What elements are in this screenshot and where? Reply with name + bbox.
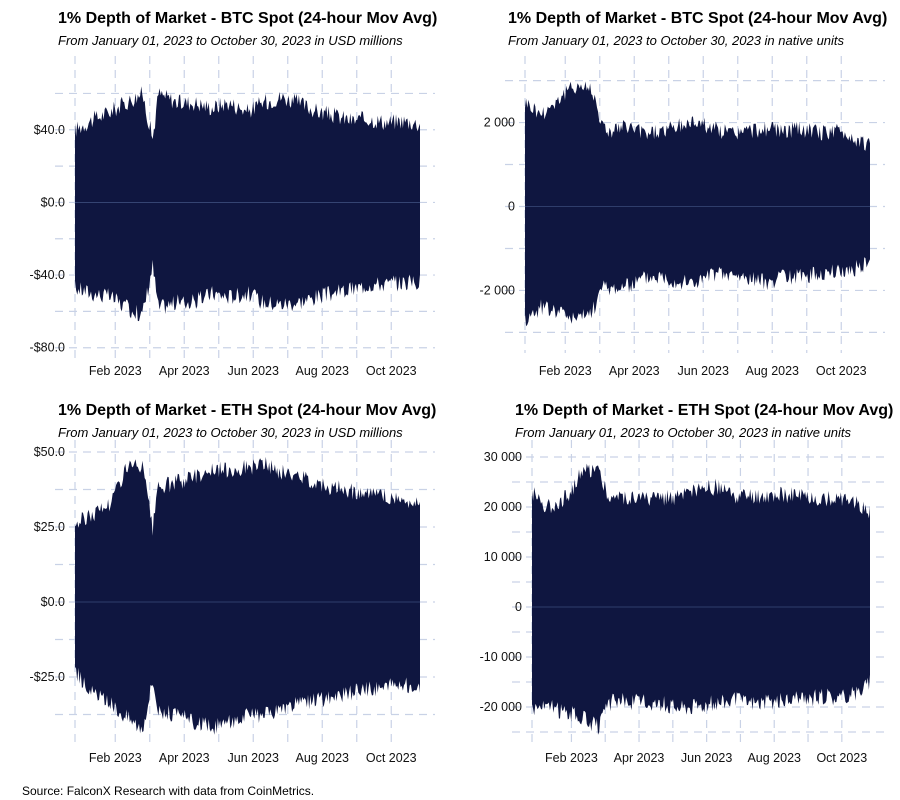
- y-tick-label: -10 000: [480, 650, 522, 664]
- chart-plot: $40.0 $0.0 -$40.0 -$80.0 Feb 2023 Apr 2023 Jun…: [30, 56, 435, 378]
- depth-area: [532, 463, 870, 735]
- x-tick-label: Feb 2023: [545, 751, 598, 765]
- x-tick-label: Oct 2023: [366, 751, 417, 765]
- x-tick-label: Aug 2023: [295, 751, 349, 765]
- chart-title: 1% Depth of Market - ETH Spot (24-hour M…: [58, 402, 437, 419]
- y-tick-label: $0.0: [41, 595, 65, 609]
- panel-eth-usd: 1% Depth of Market - ETH Spot (24-hour M…: [0, 392, 450, 784]
- y-tick-label: -$80.0: [30, 341, 65, 355]
- y-tick-label: 0: [515, 600, 522, 614]
- y-tick-label: -$40.0: [30, 268, 65, 282]
- chart-title: 1% Depth of Market - ETH Spot (24-hour M…: [515, 402, 894, 419]
- x-tick-label: Feb 2023: [539, 364, 592, 378]
- chart-subtitle: From January 01, 2023 to October 30, 202…: [515, 425, 852, 440]
- x-tick-label: Apr 2023: [609, 364, 660, 378]
- x-tick-label: Apr 2023: [614, 751, 665, 765]
- x-tick-label: Jun 2023: [228, 364, 279, 378]
- y-tick-label: 2 000: [484, 116, 515, 130]
- y-tick-label: 20 000: [484, 500, 522, 514]
- y-tick-label: 30 000: [484, 450, 522, 464]
- y-tick-label: -20 000: [480, 700, 522, 714]
- y-tick-label: $40.0: [34, 123, 65, 137]
- chart-subtitle: From January 01, 2023 to October 30, 202…: [58, 33, 403, 48]
- chart-title: 1% Depth of Market - BTC Spot (24-hour M…: [508, 10, 888, 27]
- source-note: Source: FalconX Research with data from …: [22, 784, 315, 798]
- y-tick-label: $0.0: [41, 195, 65, 209]
- panel-btc-native: 1% Depth of Market - BTC Spot (24-hour M…: [450, 0, 900, 390]
- chart-title: 1% Depth of Market - BTC Spot (24-hour M…: [58, 10, 438, 27]
- chart-subtitle: From January 01, 2023 to October 30, 202…: [508, 33, 845, 48]
- y-tick-label: -2 000: [480, 283, 515, 297]
- y-tick-label: 10 000: [484, 550, 522, 564]
- depth-area: [75, 456, 420, 735]
- x-tick-label: Jun 2023: [228, 751, 279, 765]
- chart-plot: 2 000 0 -2 000 Feb 2023 Apr 2023 Jun 2023 Aug …: [480, 56, 885, 378]
- y-tick-label: $50.0: [34, 445, 65, 459]
- x-tick-label: Oct 2023: [816, 751, 867, 765]
- x-tick-label: Apr 2023: [159, 751, 210, 765]
- depth-area: [525, 81, 870, 327]
- x-tick-label: Aug 2023: [747, 751, 801, 765]
- x-tick-label: Feb 2023: [89, 364, 142, 378]
- panel-btc-usd: 1% Depth of Market - BTC Spot (24-hour M…: [0, 0, 450, 390]
- x-tick-label: Jun 2023: [678, 364, 729, 378]
- y-tick-label: $25.0: [34, 520, 65, 534]
- x-tick-label: Apr 2023: [159, 364, 210, 378]
- x-tick-label: Aug 2023: [745, 364, 799, 378]
- x-tick-label: Feb 2023: [89, 751, 142, 765]
- x-tick-label: Aug 2023: [295, 364, 349, 378]
- y-tick-label: -$25.0: [30, 670, 65, 684]
- depth-area: [75, 86, 420, 322]
- panel-eth-native: 1% Depth of Market - ETH Spot (24-hour M…: [450, 392, 900, 784]
- x-tick-label: Oct 2023: [816, 364, 867, 378]
- y-tick-label: 0: [508, 200, 515, 214]
- chart-subtitle: From January 01, 2023 to October 30, 202…: [58, 425, 403, 440]
- chart-plot: 30 000 20 000 10 000 0 -10 000 -20 000 Feb 202…: [480, 440, 885, 765]
- chart-plot: $50.0 $25.0 $0.0 -$25.0 Feb 2023 Apr 2023 Jun …: [30, 440, 435, 765]
- x-tick-label: Oct 2023: [366, 364, 417, 378]
- x-tick-label: Jun 2023: [681, 751, 732, 765]
